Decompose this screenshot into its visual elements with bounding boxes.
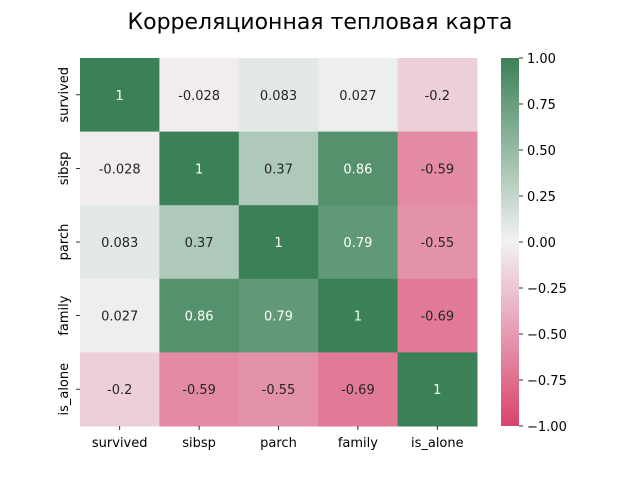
heatmap-cell: [318, 205, 399, 280]
cell-value-label: -0.59: [182, 383, 216, 398]
heatmap-cell: [318, 131, 399, 206]
cell-value-label: -0.69: [420, 310, 454, 325]
colorbar: 1.00 0.75 0.50 0.25 0.00 −0.25 −0.50 −0.75 −1.00: [501, 52, 567, 435]
heatmap-cell: [80, 278, 160, 353]
cell-value-label: 1: [274, 236, 282, 251]
cell-value-label: 1: [433, 383, 441, 398]
cell-value-label: -0.2: [425, 89, 450, 104]
cell-value-label: 0.86: [343, 162, 372, 177]
x-tick-label: parch: [260, 436, 297, 451]
chart-title: Корреляционная тепловая карта: [127, 10, 512, 35]
cell-value-label: -0.59: [420, 162, 454, 177]
x-tick-label: survived: [92, 436, 148, 451]
heatmap-cell: [159, 205, 240, 280]
colorbar-tick-label: −0.25: [527, 282, 567, 297]
heatmap-cell: [318, 58, 399, 133]
heatmap-cell: [238, 352, 319, 427]
heatmap-cell: [238, 278, 319, 353]
cell-value-label: 0.79: [264, 310, 293, 325]
y-axis-ticks: survived sibsp parch family is_alone: [57, 67, 80, 416]
cell-value-label: 0.083: [260, 89, 297, 104]
heatmap-cell: [318, 352, 399, 427]
cell-value-label: -0.028: [99, 162, 141, 177]
x-tick-label: family: [338, 436, 378, 451]
cell-value-label: -0.2: [107, 383, 132, 398]
heatmap-cell: [159, 352, 240, 427]
x-tick-label: sibsp: [182, 436, 216, 451]
heatmap-cell: [397, 205, 478, 280]
heatmap-cell: [397, 131, 478, 206]
heatmap-cell: [80, 352, 160, 427]
cell-value-label: -0.55: [420, 236, 454, 251]
colorbar-tick-label: 1.00: [527, 52, 556, 67]
heatmap-cell: [397, 278, 478, 353]
heatmap-cell: [80, 131, 160, 206]
heatmap-cell: [159, 58, 240, 133]
colorbar-tick-label: −1.00: [527, 420, 567, 435]
x-tick-label: is_alone: [411, 436, 464, 451]
colorbar-tick-label: −0.50: [527, 328, 567, 343]
cell-value-label: 0.027: [101, 310, 138, 325]
heatmap-cell: [159, 131, 240, 206]
heatmap-cell: [397, 58, 478, 133]
y-tick-label: survived: [57, 67, 72, 123]
heatmap-cell: [238, 131, 319, 206]
heatmap-cell: [238, 205, 319, 280]
heatmap-cell: [80, 205, 160, 280]
heatmap-cells: 1 -0.028 0.083 0.027 -0.2 -0.028 1 0.37 0.86 -0.5…: [80, 58, 478, 427]
colorbar-tick-label: −0.75: [527, 374, 567, 389]
cell-value-label: 0.37: [264, 162, 293, 177]
y-tick-label: sibsp: [57, 152, 72, 186]
x-axis-ticks: survived sibsp parch family is_alone: [92, 426, 464, 451]
y-tick-label: is_alone: [57, 363, 72, 416]
cell-value-label: 0.79: [343, 236, 372, 251]
y-tick-label: family: [57, 295, 72, 335]
heatmap-cell: [318, 278, 399, 353]
cell-value-label: 1: [116, 89, 124, 104]
colorbar-tick-label: 0.50: [527, 144, 556, 159]
colorbar-tick-label: 0.00: [527, 236, 556, 251]
cell-value-label: 0.37: [185, 236, 214, 251]
cell-value-label: 0.083: [101, 236, 138, 251]
heatmap-cell: [80, 58, 160, 133]
heatmap-cell: [397, 352, 478, 427]
cell-value-label: 0.027: [339, 89, 376, 104]
cell-value-label: -0.69: [341, 383, 375, 398]
cell-value-label: -0.55: [262, 383, 296, 398]
heatmap-cell: [159, 278, 240, 353]
colorbar-gradient: [501, 58, 519, 426]
heatmap-cell: [238, 58, 319, 133]
cell-value-label: 1: [354, 310, 362, 325]
colorbar-tick-label: 0.75: [527, 98, 556, 113]
y-tick-label: parch: [57, 224, 72, 261]
cell-value-label: 1: [195, 162, 203, 177]
colorbar-tick-label: 0.25: [527, 190, 556, 205]
cell-value-label: 0.86: [185, 310, 214, 325]
cell-value-label: -0.028: [178, 89, 220, 104]
